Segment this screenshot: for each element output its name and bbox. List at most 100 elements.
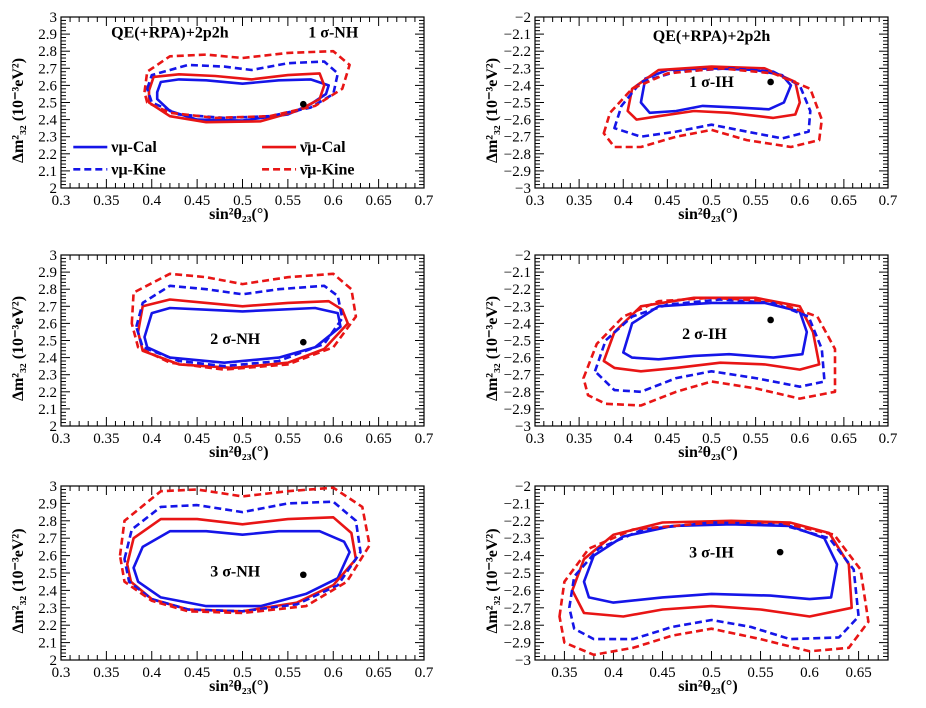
y-tick-label: 2.8 <box>38 514 57 530</box>
x-tick-label: 0.45 <box>184 193 210 209</box>
y-tick-label: −2.9 <box>504 636 531 652</box>
y-tick-label: 2.2 <box>38 147 57 163</box>
legend-label: νμ-Cal <box>110 139 157 156</box>
contour-cal-antinu <box>125 516 358 613</box>
y-tick-label: −2.9 <box>504 402 531 418</box>
x-tick-label: 0.35 <box>551 665 577 681</box>
y-tick-label: −2.7 <box>504 601 532 617</box>
x-tick-label: 0.45 <box>649 665 675 681</box>
y-tick-label: −2.2 <box>504 44 531 60</box>
contour-cal-antinu <box>626 65 802 121</box>
x-tick-label: 0.35 <box>566 193 592 209</box>
x-tick-label: 0.65 <box>831 193 857 209</box>
y-tick-label: −2.3 <box>504 531 531 547</box>
x-tick-label: 0.55 <box>275 193 301 209</box>
x-tick-label: 0.45 <box>654 431 680 447</box>
x-tick-label: 0.4 <box>142 665 161 681</box>
x-tick-label: 0.55 <box>275 665 301 681</box>
x-tick-label: 0.5 <box>702 431 721 447</box>
y-tick-label: 2.3 <box>38 368 57 384</box>
legend-label: ν̄μ-Cal <box>299 139 346 156</box>
panel-label: 1 σ-IH <box>689 74 734 91</box>
x-tick-label: 0.5 <box>233 193 252 209</box>
contour-cal-antinu <box>602 296 821 373</box>
y-tick-label: −2.9 <box>504 164 531 180</box>
best-fit-point <box>767 78 774 86</box>
y-axis-title: Δm²₃₂ (10⁻³eV²) <box>484 296 501 401</box>
contour-kine-antinu <box>118 486 371 615</box>
x-tick-label: 0.6 <box>790 431 809 447</box>
contour-kine-nu <box>613 67 812 140</box>
x-tick-label: 0.35 <box>566 431 592 447</box>
contour-cal-nu <box>143 306 342 364</box>
y-tick-label: 2.5 <box>38 334 57 350</box>
panel-title: QE(+RPA)+2p2h <box>653 28 771 45</box>
x-axis-title: sin²θ₂₃(°) <box>209 444 268 461</box>
x-tick-label: 0.55 <box>743 431 769 447</box>
panel-p2: −3−2.9−2.8−2.7−2.6−2.5 −2.4−2.3−2.2−2.1−2… <box>484 10 898 223</box>
x-tick-label: 0.4 <box>604 665 623 681</box>
x-tick-label: 0.65 <box>366 431 392 447</box>
contour-cal-antinu <box>571 519 853 618</box>
x-tick-label: 0.45 <box>654 193 680 209</box>
y-tick-label: 2.6 <box>38 549 57 565</box>
x-tick-label: 0.4 <box>614 193 633 209</box>
y-tick-label: 3 <box>50 10 58 26</box>
panel-label: 3 σ-NH <box>210 563 261 580</box>
x-tick-label: 0.35 <box>93 665 119 681</box>
contour-cal-nu <box>582 523 839 604</box>
x-tick-label: 0.4 <box>142 193 161 209</box>
y-tick-label: 2.7 <box>38 61 57 77</box>
y-tick-label: 2.3 <box>38 601 57 617</box>
contour-kine-antinu <box>602 67 824 149</box>
x-tick-label: 0.3 <box>526 193 545 209</box>
y-tick-label: −2.1 <box>504 27 531 43</box>
y-tick-label: 2.6 <box>38 78 57 94</box>
y-tick-label: 2 <box>50 653 58 669</box>
x-tick-label: 0.65 <box>366 193 392 209</box>
y-tick-label: −3 <box>515 181 531 197</box>
contour-cal-antinu <box>147 72 326 124</box>
x-tick-label: 0.65 <box>845 665 871 681</box>
y-tick-label: 2.2 <box>38 618 57 634</box>
panel-p1: 22.12.22.32.42.5 2.62.72.82.93 0.3 0.35 0.4 0… <box>10 10 434 223</box>
y-tick-label: 2.4 <box>38 351 57 367</box>
y-tick-label: −2.6 <box>504 351 532 367</box>
y-tick-label: −2.5 <box>504 334 531 350</box>
x-tick-label: 0.7 <box>879 193 898 209</box>
y-tick-label: −2.8 <box>504 147 531 163</box>
y-tick-label: 2.1 <box>38 164 57 180</box>
x-tick-label: 0.7 <box>415 193 434 209</box>
x-tick-label: 0.5 <box>702 193 721 209</box>
best-fit-point <box>776 548 784 556</box>
x-tick-label: 0.5 <box>233 665 252 681</box>
legend-label: ν̄μ-Kine <box>299 161 354 178</box>
y-tick-label: −2.7 <box>504 368 532 384</box>
x-tick-label: 0.65 <box>366 665 392 681</box>
y-axis-title: Δm²₃₂ (10⁻³eV²) <box>10 528 27 633</box>
contour-kine-antinu <box>558 521 870 657</box>
x-tick-label: 0.7 <box>415 665 434 681</box>
y-tick-label: 2.7 <box>38 531 57 547</box>
x-axis-title: sin²θ₂₃(°) <box>678 678 737 695</box>
x-tick-label: 0.7 <box>415 431 434 447</box>
y-tick-label: 2.8 <box>38 282 57 298</box>
panel-p6: −3−2.9 −2.8−2.7 −2.6−2.5−2.4 −2.3−2.2 −2.1−2… <box>484 479 889 695</box>
x-tick-label: 0.55 <box>743 193 769 209</box>
y-tick-label: −2 <box>515 10 531 26</box>
panel-label: 1 σ-NH <box>308 25 359 42</box>
contour-kine-nu <box>135 284 344 368</box>
x-tick-label: 0.45 <box>184 665 210 681</box>
x-tick-label: 0.3 <box>52 665 71 681</box>
panel-p4: −3−2.9−2.8−2.7−2.6−2.5 −2.4−2.3−2.2−2.1−2… <box>484 248 898 461</box>
x-axis-title: sin²θ₂₃(°) <box>678 444 737 461</box>
x-tick-label: 0.55 <box>747 665 773 681</box>
y-tick-label: −2.6 <box>504 113 532 129</box>
y-tick-label: 2 <box>50 419 58 435</box>
panel-label: 3 σ-IH <box>689 544 734 561</box>
x-tick-label: 0.5 <box>702 665 721 681</box>
best-fit-point <box>300 100 307 108</box>
best-fit-point <box>300 338 307 346</box>
contour-kine-antinu <box>582 296 837 407</box>
y-tick-label: 2.1 <box>38 636 57 652</box>
